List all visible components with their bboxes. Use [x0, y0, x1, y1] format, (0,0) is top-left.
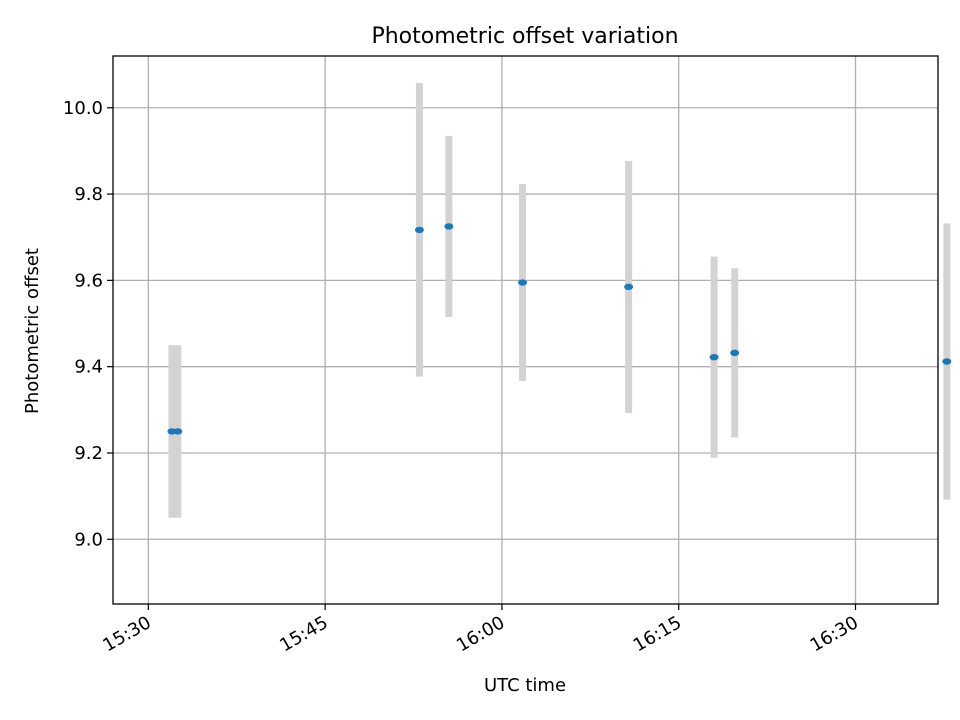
y-tick-label: 9.4: [74, 357, 103, 378]
point-layer: [167, 223, 952, 435]
y-tick-label: 9.8: [74, 184, 103, 205]
data-point: [444, 223, 454, 230]
data-point: [518, 279, 528, 286]
y-tick-label: 10.0: [63, 98, 103, 119]
x-axis-label: UTC time: [484, 675, 566, 696]
y-tick-label: 9.6: [74, 270, 103, 291]
data-point: [173, 428, 183, 435]
data-point: [709, 353, 719, 361]
y-tick-label: 9.0: [74, 529, 103, 550]
data-point: [414, 226, 424, 234]
data-point: [730, 349, 740, 357]
plot-frame: [112, 55, 939, 605]
chart-title: Photometric offset variation: [371, 24, 678, 49]
data-point: [942, 358, 952, 365]
data-point: [624, 283, 634, 291]
y-axis-label: Photometric offset: [22, 248, 43, 414]
y-tick-label: 9.2: [74, 443, 103, 464]
